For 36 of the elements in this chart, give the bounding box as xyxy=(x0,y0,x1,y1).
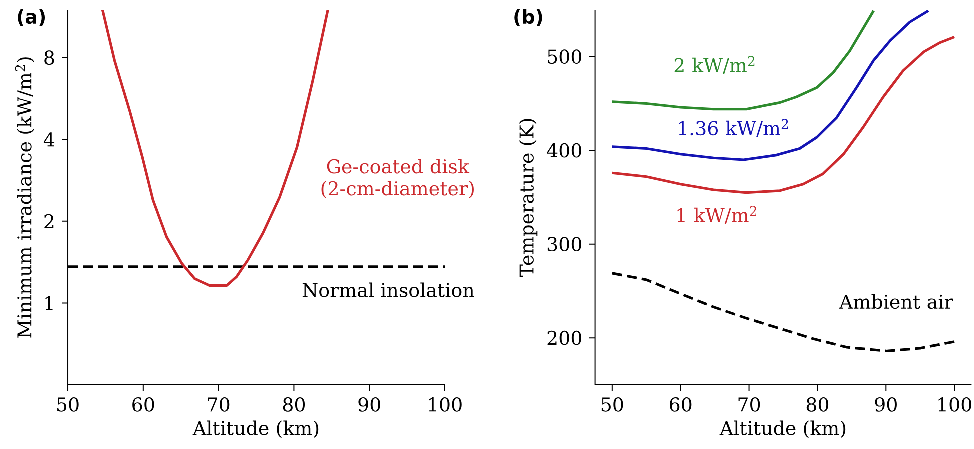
x-tick-label: 60 xyxy=(670,398,692,412)
x-tick-label: 90 xyxy=(875,398,897,412)
x-tick-label: 70 xyxy=(208,398,230,412)
y-tick-label: 300 xyxy=(548,237,582,252)
series-label: Ge-coated disk (2-cm-diameter) xyxy=(322,159,474,198)
y-tick-label: 4 xyxy=(44,132,55,147)
x-tick-label: 100 xyxy=(429,398,462,412)
y-tick-label: 1 xyxy=(46,296,53,310)
y-tick-label: 2 xyxy=(44,214,54,228)
x-tick-label: 80 xyxy=(283,398,306,412)
y-tick-label: 500 xyxy=(548,50,582,64)
x-tick-label: 50 xyxy=(602,398,624,412)
series-label: 2 kW/m$^{2}$ xyxy=(674,56,755,74)
line-series xyxy=(611,10,930,162)
x-tick-label: 50 xyxy=(58,398,79,412)
x-axis-title: Altitude (km) xyxy=(192,420,319,438)
y-tick-label: 400 xyxy=(547,143,582,158)
series-label: 1.36 kW/m$^{2}$ xyxy=(679,119,788,138)
x-tick-label: 70 xyxy=(738,398,760,412)
line-series xyxy=(611,272,956,353)
ref-line-label: Normal insolation xyxy=(302,282,474,298)
y-tick-label: 200 xyxy=(548,330,582,346)
x-tick-label: 80 xyxy=(806,398,829,412)
x-tick-label: 60 xyxy=(132,398,154,412)
series-label: 1 kW/m$^{2}$ xyxy=(678,206,756,224)
y-axis-title: Temperature (K) xyxy=(519,119,538,278)
line-series xyxy=(611,36,956,194)
chart-title: (a) xyxy=(18,9,46,26)
x-tick-label: 90 xyxy=(358,398,380,412)
x-axis-title: Altitude (km) xyxy=(720,420,846,438)
chart-title: (b) xyxy=(514,9,542,26)
x-tick-label: 100 xyxy=(938,398,972,412)
y-axis-title: Minimum irradiance (kW/m$^{2}$) xyxy=(15,58,35,338)
y-tick-label: 8 xyxy=(44,50,54,66)
series-label: Ambient air xyxy=(839,294,954,310)
line-series xyxy=(611,10,876,111)
